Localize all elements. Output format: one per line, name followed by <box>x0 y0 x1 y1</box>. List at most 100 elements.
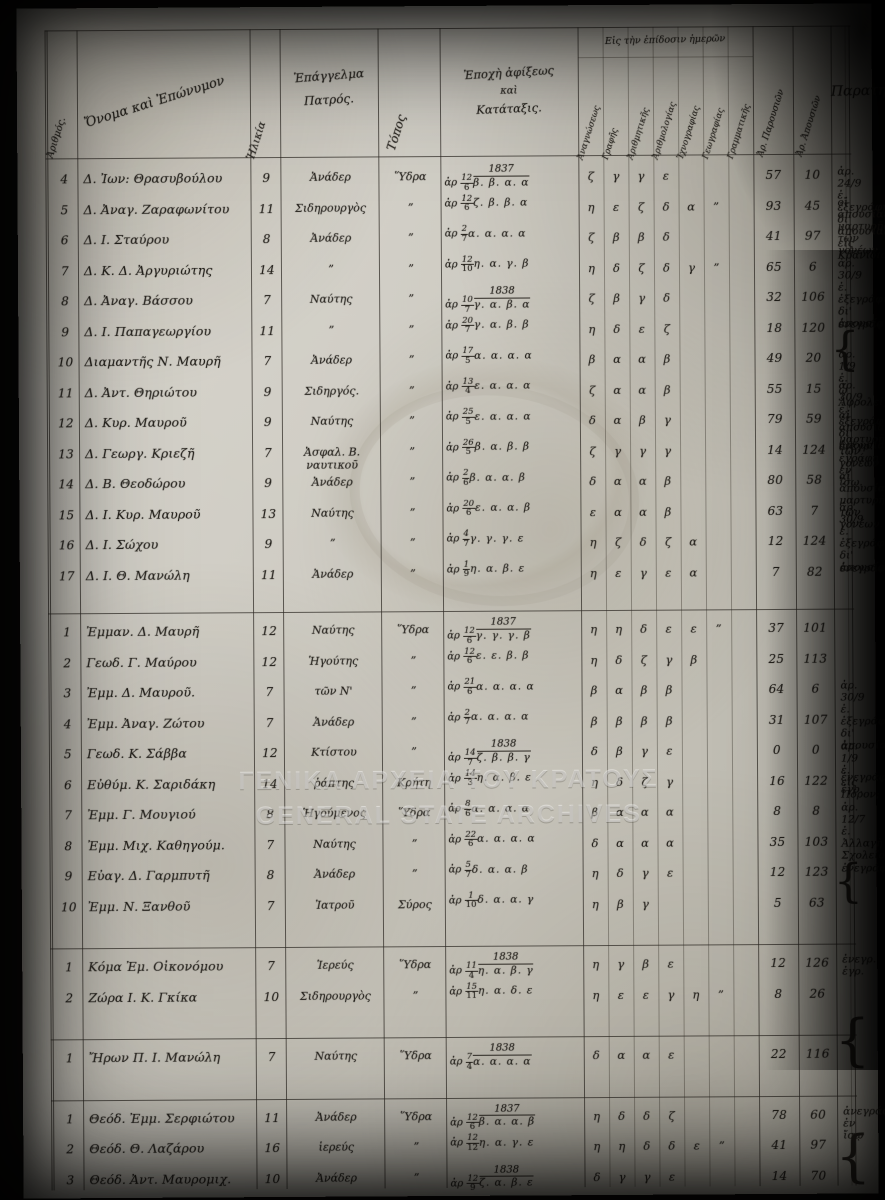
header-subject-7: Γραμματικῆς <box>725 102 753 161</box>
grade-3: γ <box>638 290 646 305</box>
student-name: Εὐαγ. Δ. Γαρμπυτῆ <box>87 867 210 884</box>
student-name: Διαμαντῆς Ν. Μαυρῆ <box>84 353 221 370</box>
student-place: Κρήτη <box>397 775 432 789</box>
grade-2: α <box>613 473 622 488</box>
grade-4: β <box>664 473 672 488</box>
grade-2: δ <box>618 1108 626 1123</box>
absent-days: 20 <box>805 350 822 365</box>
header-present-days: Ἀρ. Παρουσιῶν <box>755 88 787 159</box>
grade-1: δ <box>592 1048 600 1063</box>
grade-1: ζ <box>588 230 595 245</box>
absent-days: 7 <box>810 503 819 518</box>
student-name: Δ. Β. Θεοδώρου <box>85 475 186 492</box>
entry-epoch: ἀρ 2 6 β. α. α. β <box>446 467 526 488</box>
student-place: Ὕδρα <box>397 623 430 637</box>
present-days: 18 <box>766 320 783 335</box>
student-age: 11 <box>258 201 275 216</box>
grade-2: ε <box>615 565 622 580</box>
present-days: 12 <box>767 533 784 549</box>
grade-2: α <box>616 835 624 850</box>
grade-4: β <box>663 351 671 366</box>
student-age: 9 <box>263 384 272 399</box>
remark: οἱ ἀπουσίαι μαρτυρῆς τῶν γονέων. <box>837 196 885 257</box>
grade-3: β <box>642 956 650 971</box>
row-number: 14 <box>58 477 75 492</box>
student-place: ” <box>413 1170 420 1184</box>
grade-3: α <box>638 473 647 488</box>
student-age: 7 <box>265 715 274 730</box>
entry-epoch: ἀρ 4 7 γ. γ. γ. ε <box>446 528 525 549</box>
student-name: Ἐμμ. Ν. Ξανθοῦ <box>87 898 191 914</box>
present-days: 31 <box>768 712 785 727</box>
student-place: ” <box>411 836 418 850</box>
row-number: 10 <box>57 355 74 370</box>
grade-4: γ <box>664 443 672 458</box>
grade-2: γ <box>612 168 620 183</box>
student-name: Δ. Κ. Δ. Ἀργυριώτης <box>83 261 213 278</box>
student-age: 14 <box>262 776 279 791</box>
student-age: 9 <box>264 476 273 491</box>
student-name: Θεόδ. Ἐμμ. Σερφιώτου <box>89 1109 235 1126</box>
header-subject-5: Ἰχνογραφίας <box>675 104 703 161</box>
student-place: ” <box>407 231 414 245</box>
remark-group-brace: } <box>830 321 860 376</box>
student-name: Δ. Ι. Σταύρου <box>83 231 170 248</box>
row-number: 8 <box>61 294 70 309</box>
father-occupation: Ἰατροῦ <box>315 898 355 912</box>
grade-4: ε <box>668 1169 676 1184</box>
grade-4: γ <box>663 412 671 427</box>
entry-epoch: ἀρ 21 6 α. α. α. α <box>447 676 535 697</box>
grade-4: ε <box>666 743 673 758</box>
entry-epoch: ἀρ 13 4 ε. α. α. α <box>445 376 532 396</box>
grade-3: α <box>640 804 649 819</box>
student-name: Ἐμμ. Μιχ. Καθηγούμ. <box>87 836 225 853</box>
header-subject-4: Ἀριθμολογίας <box>650 100 679 161</box>
entry-epoch: ἀρ 12 6 ε. ε. β. β <box>447 646 530 666</box>
present-days: 93 <box>765 198 782 213</box>
grade-4: β <box>665 682 673 697</box>
student-name: Εὐθύμ. Κ. Σαριδάκη <box>87 775 216 792</box>
student-place: Ὕδρα <box>399 958 432 972</box>
header-entry-line2: καὶ <box>500 85 518 97</box>
entry-epoch: ἀρ 12 6 ζ. β. β. α <box>444 193 529 213</box>
absent-days: 123 <box>804 864 829 879</box>
row-number: 7 <box>60 263 69 278</box>
row-number: 1 <box>63 625 72 640</box>
father-occupation: Ἀνάδερ <box>313 715 355 729</box>
present-days: 12 <box>769 864 786 880</box>
absent-days: 97 <box>804 228 821 243</box>
student-name: Γεωδ. Κ. Σάββα <box>86 745 187 762</box>
present-days: 64 <box>768 681 785 697</box>
grade-2: γ <box>617 956 625 971</box>
father-occupation: ” <box>328 323 335 337</box>
present-days: 41 <box>771 1137 788 1153</box>
entry-epoch: ἀρ 1 9 η. α. β. ε <box>446 559 526 579</box>
father-occupation: Ἀσφαλ. Β. ναυτικοῦ <box>303 445 361 472</box>
absent-days: 113 <box>803 651 828 666</box>
student-place: ” <box>412 988 419 1002</box>
entry-epoch: ἀρ 12 10 η. α. γ. β <box>444 254 530 274</box>
present-days: 57 <box>765 167 782 183</box>
student-name: Δ. Κυρ. Μαυροῦ <box>84 414 187 431</box>
present-days: 37 <box>768 620 785 636</box>
entry-epoch: ἀρ 12 6 1837 β. α. α. β <box>450 1102 536 1132</box>
entry-epoch: ἀρ 8 6 α. α. α. α <box>448 798 530 819</box>
grade-5: ε <box>693 1138 700 1153</box>
student-name: Θεόδ. Θ. Λαζάρου <box>89 1140 205 1157</box>
table-horizontal-rule <box>577 56 753 59</box>
grade-3: γ <box>641 865 649 880</box>
grade-4: ε <box>667 865 674 880</box>
remark: ἐνεγρ. ἐγρ. <box>842 953 877 978</box>
student-name: Δ. Ι. Κυρ. Μαυροῦ <box>85 506 201 522</box>
table-horizontal-rule <box>44 25 851 32</box>
grade-1: η <box>592 987 600 1002</box>
table-horizontal-rule <box>48 608 855 615</box>
grade-3: δ <box>643 1108 651 1123</box>
present-days: 25 <box>768 651 785 666</box>
entry-epoch: ἀρ 14 7 1838 ζ. β. β. γ <box>447 738 531 768</box>
student-name: Ἐμμ. Γ. Μουγιού <box>87 806 196 823</box>
student-age: 12 <box>261 624 278 639</box>
present-days: 41 <box>765 228 782 244</box>
grade-1: η <box>587 260 595 275</box>
grade-2: δ <box>616 865 624 880</box>
